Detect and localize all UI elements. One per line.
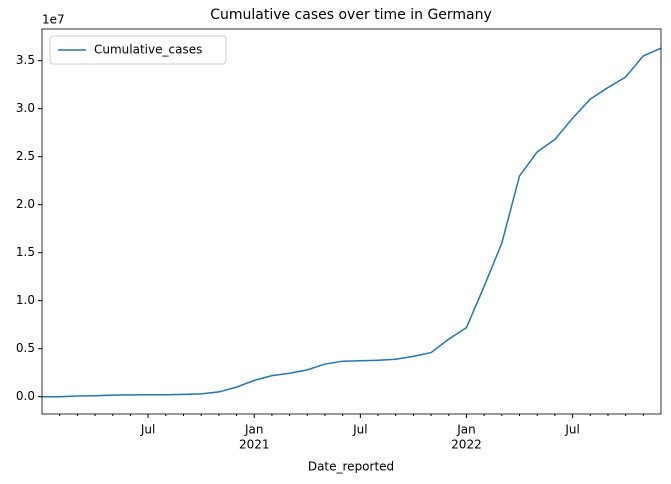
- y-tick-label: 2.0: [16, 197, 35, 211]
- x-tick-label: Jul: [564, 423, 579, 437]
- y-offset-label: 1e7: [42, 13, 65, 27]
- x-tick-sublabel: 2021: [239, 438, 270, 452]
- x-tick-label: Jan: [244, 423, 264, 437]
- y-tick-label: 2.5: [16, 149, 35, 163]
- y-tick-label: 1.0: [16, 293, 35, 307]
- y-tick-label: 0.5: [16, 341, 35, 355]
- legend-box: [49, 35, 227, 65]
- y-tick-label: 3.0: [16, 101, 35, 115]
- x-tick-label: Jan: [456, 423, 476, 437]
- y-tick-label: 1.5: [16, 245, 35, 259]
- x-tick-label: Jul: [140, 423, 155, 437]
- y-tick-label: 3.5: [16, 53, 35, 67]
- legend-label: Cumulative_cases: [94, 43, 202, 57]
- x-tick-sublabel: 2022: [451, 438, 482, 452]
- chart-title: Cumulative cases over time in Germany: [210, 7, 492, 23]
- x-axis-label: Date_reported: [308, 460, 394, 474]
- plot-frame: [41, 28, 662, 415]
- x-tick-label: Jul: [352, 423, 367, 437]
- line-series: [42, 47, 662, 398]
- y-tick-label: 0.0: [16, 389, 35, 403]
